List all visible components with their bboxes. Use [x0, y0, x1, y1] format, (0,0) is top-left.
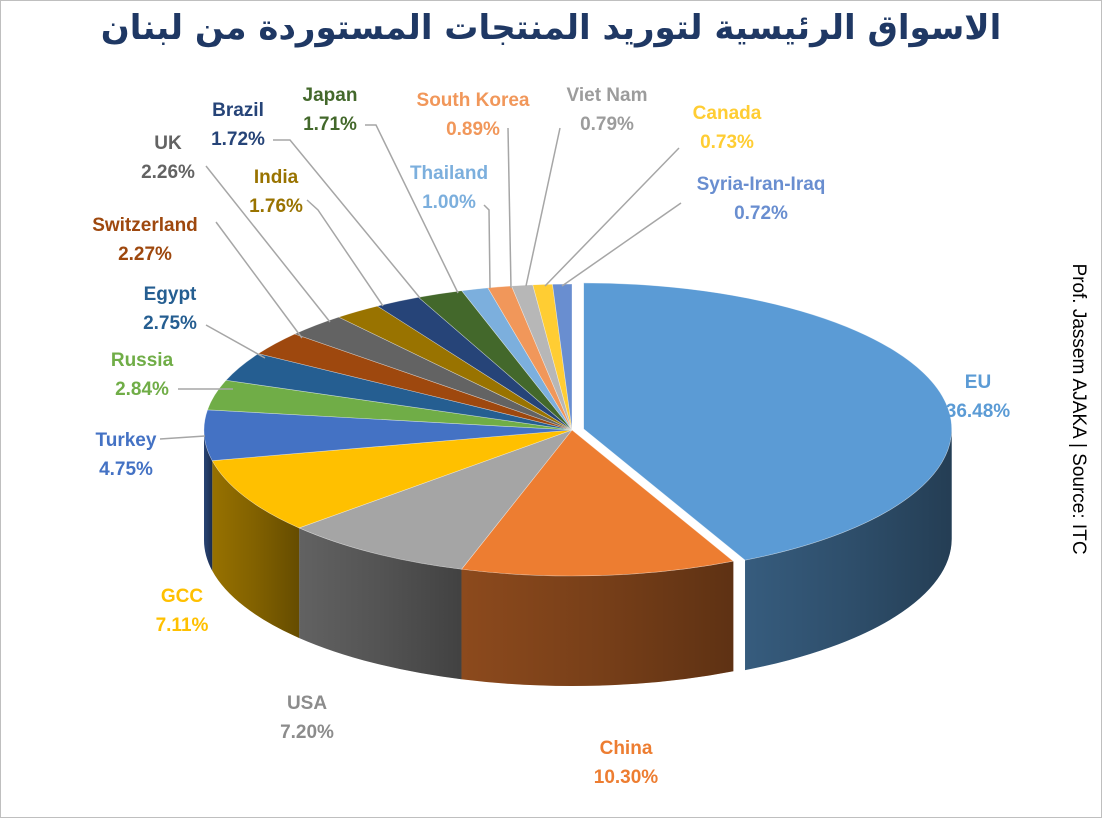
label-name-gcc: GCC: [161, 586, 204, 607]
side-shade-gcc: [212, 460, 300, 638]
label-name-viet-nam: Viet Nam: [567, 85, 648, 106]
label-name-usa: USA: [287, 693, 327, 714]
label-name-china: China: [600, 738, 653, 759]
leader-south-korea: [507, 127, 512, 289]
side-shade-eu: [745, 428, 952, 671]
leader-lines: [159, 124, 682, 440]
label-value-eu: 36.48%: [946, 401, 1011, 422]
label-value-south-korea: 0.89%: [446, 119, 500, 140]
label-name-south-korea: South Korea: [417, 90, 530, 111]
label-name-syria-iran-iraq: Syria-Iran-Iraq: [697, 174, 826, 195]
pie-sides: [204, 428, 952, 686]
leader-egypt: [205, 324, 266, 359]
leader-thailand: [483, 204, 491, 289]
label-name-uk: UK: [154, 133, 182, 154]
side-shade-turkey: [204, 430, 213, 571]
slice-usa: [298, 429, 573, 570]
slice-eu: [583, 282, 952, 561]
label-value-india: 1.76%: [249, 196, 303, 217]
slice-syria-iran-iraq: [552, 283, 573, 431]
pie-tops: [203, 282, 952, 577]
label-name-brazil: Brazil: [212, 100, 264, 121]
label-value-switzerland: 2.27%: [118, 244, 172, 265]
leader-switzerland: [215, 221, 303, 339]
label-value-brazil: 1.72%: [211, 129, 265, 150]
data-labels: EU 36.48% China 10.30% USA 7.20% GCC 7.11% Turke…: [92, 85, 1010, 788]
label-value-canada: 0.73%: [700, 132, 754, 153]
label-value-uk: 2.26%: [141, 162, 195, 183]
label-value-japan: 1.71%: [303, 114, 357, 135]
side-shade-china: [461, 561, 734, 686]
side-shade-usa: [299, 527, 462, 680]
leader-turkey: [159, 435, 206, 440]
leader-uk: [205, 165, 331, 323]
label-value-russia: 2.84%: [115, 379, 169, 400]
slice-gcc: [211, 429, 573, 529]
leader-brazil: [273, 139, 421, 299]
label-name-russia: Russia: [111, 350, 174, 371]
label-value-usa: 7.20%: [280, 722, 334, 743]
leader-india: [306, 199, 384, 307]
chart-title: الاسواق الرئيسية لتوريد المنتجات المستور…: [100, 8, 1002, 48]
label-value-syria-iran-iraq: 0.72%: [734, 203, 788, 224]
label-name-switzerland: Switzerland: [92, 215, 198, 236]
leader-canada: [544, 147, 680, 287]
slice-china: [460, 429, 735, 577]
label-value-thailand: 1.00%: [422, 192, 476, 213]
label-name-egypt: Egypt: [144, 284, 197, 305]
label-value-china: 10.30%: [594, 767, 659, 788]
label-name-japan: Japan: [303, 85, 358, 106]
label-name-thailand: Thailand: [410, 163, 488, 184]
label-value-turkey: 4.75%: [99, 459, 153, 480]
leader-japan: [365, 124, 459, 294]
label-value-viet-nam: 0.79%: [580, 114, 634, 135]
label-value-egypt: 2.75%: [143, 313, 197, 334]
label-name-canada: Canada: [693, 103, 762, 124]
label-name-eu: EU: [965, 372, 991, 393]
leader-syria-iran-iraq: [561, 202, 682, 287]
label-name-turkey: Turkey: [96, 430, 157, 451]
leader-viet-nam: [525, 127, 561, 287]
label-value-gcc: 7.11%: [156, 615, 209, 636]
label-name-india: India: [254, 167, 299, 188]
